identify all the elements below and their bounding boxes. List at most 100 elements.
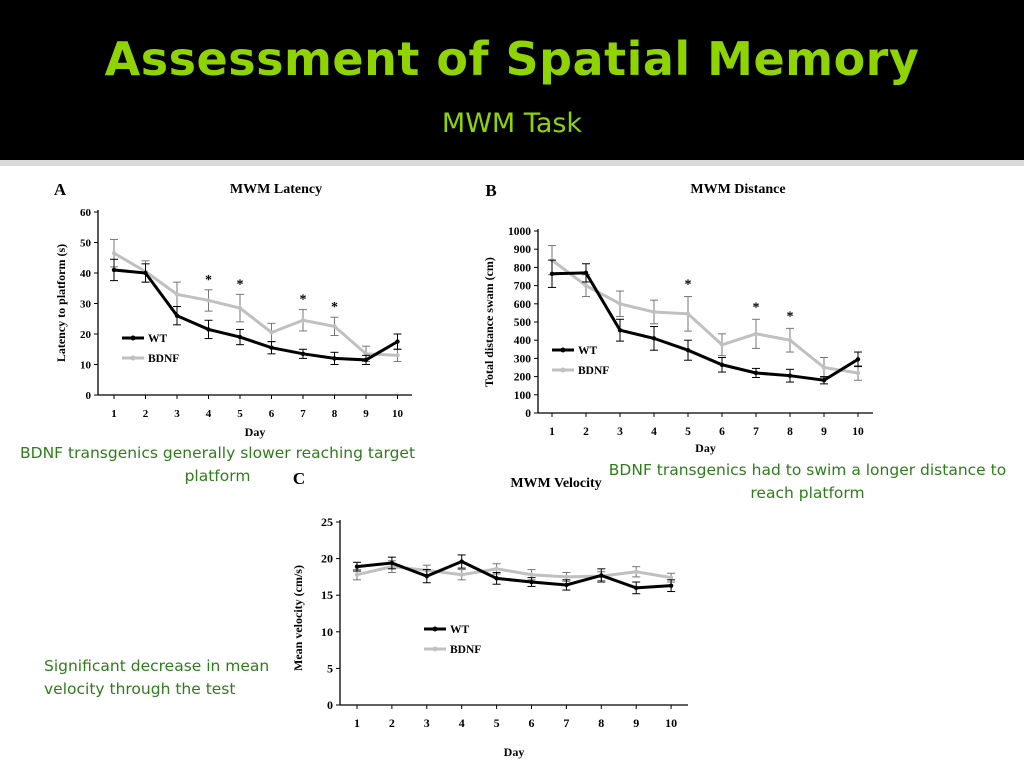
latency-caption: BDNF transgenics generally slower reachi… [20, 444, 416, 485]
wt-legend-marker [560, 347, 566, 353]
wt-data-point [599, 573, 604, 578]
x-tick-label: 5 [685, 426, 691, 438]
bdnf-data-point [332, 324, 337, 329]
x-tick-label: 2 [583, 426, 589, 438]
wt-legend-label: WT [578, 345, 598, 357]
y-tick-label: 20 [80, 329, 92, 341]
panel-letter: A [54, 180, 67, 199]
bdnf-data-point [564, 574, 569, 580]
x-tick-label: 9 [633, 716, 639, 730]
y-axis-label: Mean velocity (cm/s) [291, 565, 305, 671]
x-tick-label: 6 [269, 408, 275, 420]
chart-title: MWM Velocity [510, 476, 601, 491]
wt-series-line [113, 268, 399, 362]
bdnf-legend-marker [130, 355, 136, 361]
y-axis-label: Total distance swam (cm) [482, 257, 496, 387]
x-tick-label: 8 [787, 426, 793, 438]
slide-title: Assessment of Spatial Memory [104, 32, 920, 86]
wt-legend-label: WT [450, 624, 470, 636]
wt-series-line [551, 271, 859, 382]
x-tick-label: 2 [143, 408, 149, 420]
x-tick-label: 6 [719, 426, 725, 438]
wt-data-point [237, 334, 243, 340]
x-tick-label: 10 [392, 408, 404, 420]
wt-data-point [855, 357, 861, 362]
significance-star: * [753, 300, 760, 315]
wt-data-point [111, 267, 117, 273]
wt-data-point [389, 560, 395, 566]
x-tick-label: 1 [549, 426, 555, 438]
wt-data-point [529, 579, 534, 585]
x-tick-label: 4 [206, 408, 212, 420]
wt-legend-label: WT [148, 333, 168, 345]
x-tick-label: 2 [389, 716, 395, 730]
y-tick-label: 100 [514, 390, 532, 402]
bdnf-series-line [551, 258, 859, 375]
wt-data-point [617, 327, 623, 333]
bdnf-data-point [529, 572, 534, 577]
y-tick-label: 20 [321, 552, 333, 566]
x-tick-label: 1 [354, 716, 360, 730]
bdnf-data-point [634, 569, 639, 574]
wt-data-point [787, 373, 793, 378]
wt-data-point [668, 583, 674, 588]
wt-data-point [821, 378, 827, 383]
wt-data-point [143, 270, 148, 276]
x-axis-label: Day [695, 441, 716, 455]
bdnf-data-point [753, 331, 759, 337]
significance-star: * [787, 309, 794, 324]
wt-series-line [356, 559, 672, 590]
wt-data-point [634, 585, 639, 591]
y-tick-label: 30 [80, 299, 92, 311]
x-axis-label: Day [504, 745, 525, 759]
bdnf-data-point [395, 353, 400, 358]
significance-star: * [685, 278, 692, 293]
x-tick-label: 7 [300, 408, 306, 420]
y-tick-label: 60 [80, 207, 92, 219]
wt-data-point [269, 345, 274, 350]
x-tick-label: 8 [598, 716, 604, 730]
y-tick-label: 0 [525, 408, 531, 420]
y-tick-label: 700 [514, 281, 532, 293]
x-tick-label: 9 [363, 408, 369, 420]
y-tick-label: 40 [80, 268, 92, 280]
wt-data-point [395, 339, 400, 344]
significance-star: * [331, 300, 338, 315]
panel-letter: B [485, 181, 496, 200]
x-tick-label: 6 [529, 716, 535, 730]
bdnf-data-point [651, 309, 657, 315]
wt-data-point [174, 313, 180, 318]
wt-data-point [424, 573, 429, 579]
wt-data-point [363, 357, 369, 363]
x-tick-label: 7 [563, 716, 569, 730]
x-tick-label: 10 [665, 716, 677, 730]
bdnf-legend-marker [432, 646, 438, 652]
slide-subtitle: MWM Task [441, 108, 583, 139]
y-tick-label: 300 [514, 353, 532, 365]
wt-data-point [332, 356, 337, 361]
y-tick-label: 10 [80, 360, 92, 372]
bdnf-data-point [237, 305, 243, 311]
bdnf-data-point [787, 338, 793, 343]
x-tick-label: 5 [494, 716, 500, 730]
bdnf-data-point [459, 572, 464, 577]
divider [0, 160, 1024, 166]
wt-data-point [300, 351, 306, 357]
wt-data-point [564, 582, 569, 588]
x-tick-label: 9 [821, 426, 827, 438]
bdnf-legend-label: BDNF [450, 644, 481, 656]
wt-data-point [549, 271, 555, 276]
y-tick-label: 1000 [508, 226, 531, 238]
chart-title: MWM Distance [690, 182, 785, 197]
wt-data-point [651, 336, 657, 341]
x-tick-label: 5 [237, 408, 243, 420]
y-tick-label: 0 [327, 698, 333, 712]
y-tick-label: 500 [514, 317, 532, 329]
x-axis-label: Day [245, 425, 266, 439]
y-tick-label: 15 [321, 588, 333, 602]
chart-title: MWM Latency [230, 182, 322, 197]
bdnf-data-point [821, 365, 827, 370]
bdnf-series-line [113, 251, 398, 357]
bdnf-data-point [855, 370, 861, 376]
